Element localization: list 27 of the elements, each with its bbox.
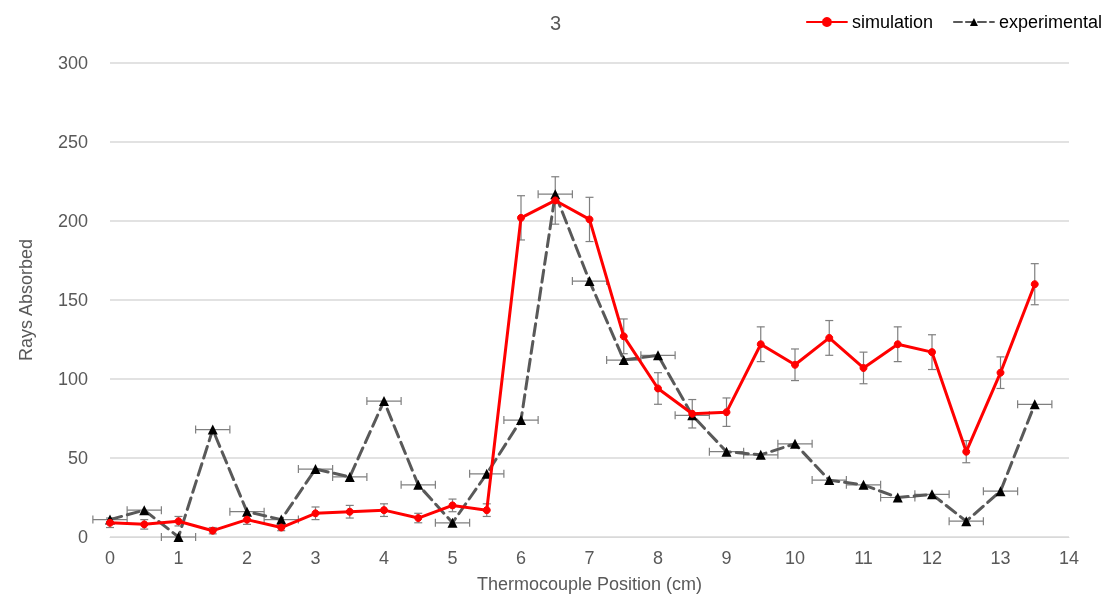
x-tick-label: 2 xyxy=(241,548,253,568)
y-tick-label: 300 xyxy=(57,53,88,73)
x-tick-label: 3 xyxy=(310,548,321,568)
x-tick-label: 8 xyxy=(652,548,664,568)
x-tick-label: 11 xyxy=(854,548,873,568)
x-tick-label: 4 xyxy=(378,548,390,568)
x-tick-label: 12 xyxy=(921,548,943,568)
y-axis-title: Rays Absorbed xyxy=(16,238,36,362)
x-tick-label: 7 xyxy=(584,548,595,568)
x-tick-label: 0 xyxy=(104,548,116,568)
x-tick-label: 9 xyxy=(721,548,732,568)
x-axis-title: Thermocouple Position (cm) xyxy=(476,574,703,594)
x-tick-label: 10 xyxy=(784,548,806,568)
chart-title: 3 xyxy=(549,12,562,34)
y-tick-label: 50 xyxy=(67,448,88,468)
legend-label: experimental xyxy=(998,12,1103,32)
x-tick-label: 6 xyxy=(515,548,527,568)
y-tick-label: 250 xyxy=(57,132,88,152)
y-tick-label: 200 xyxy=(57,211,88,231)
x-tick-label: 14 xyxy=(1058,548,1080,568)
y-tick-label: 150 xyxy=(57,290,88,310)
y-tick-label: 0 xyxy=(77,527,88,547)
x-tick-label: 5 xyxy=(447,548,458,568)
x-tick-label: 1 xyxy=(173,548,184,568)
x-tick-label: 13 xyxy=(990,548,1011,568)
y-tick-label: 100 xyxy=(57,369,88,389)
legend-label: simulation xyxy=(851,12,933,32)
